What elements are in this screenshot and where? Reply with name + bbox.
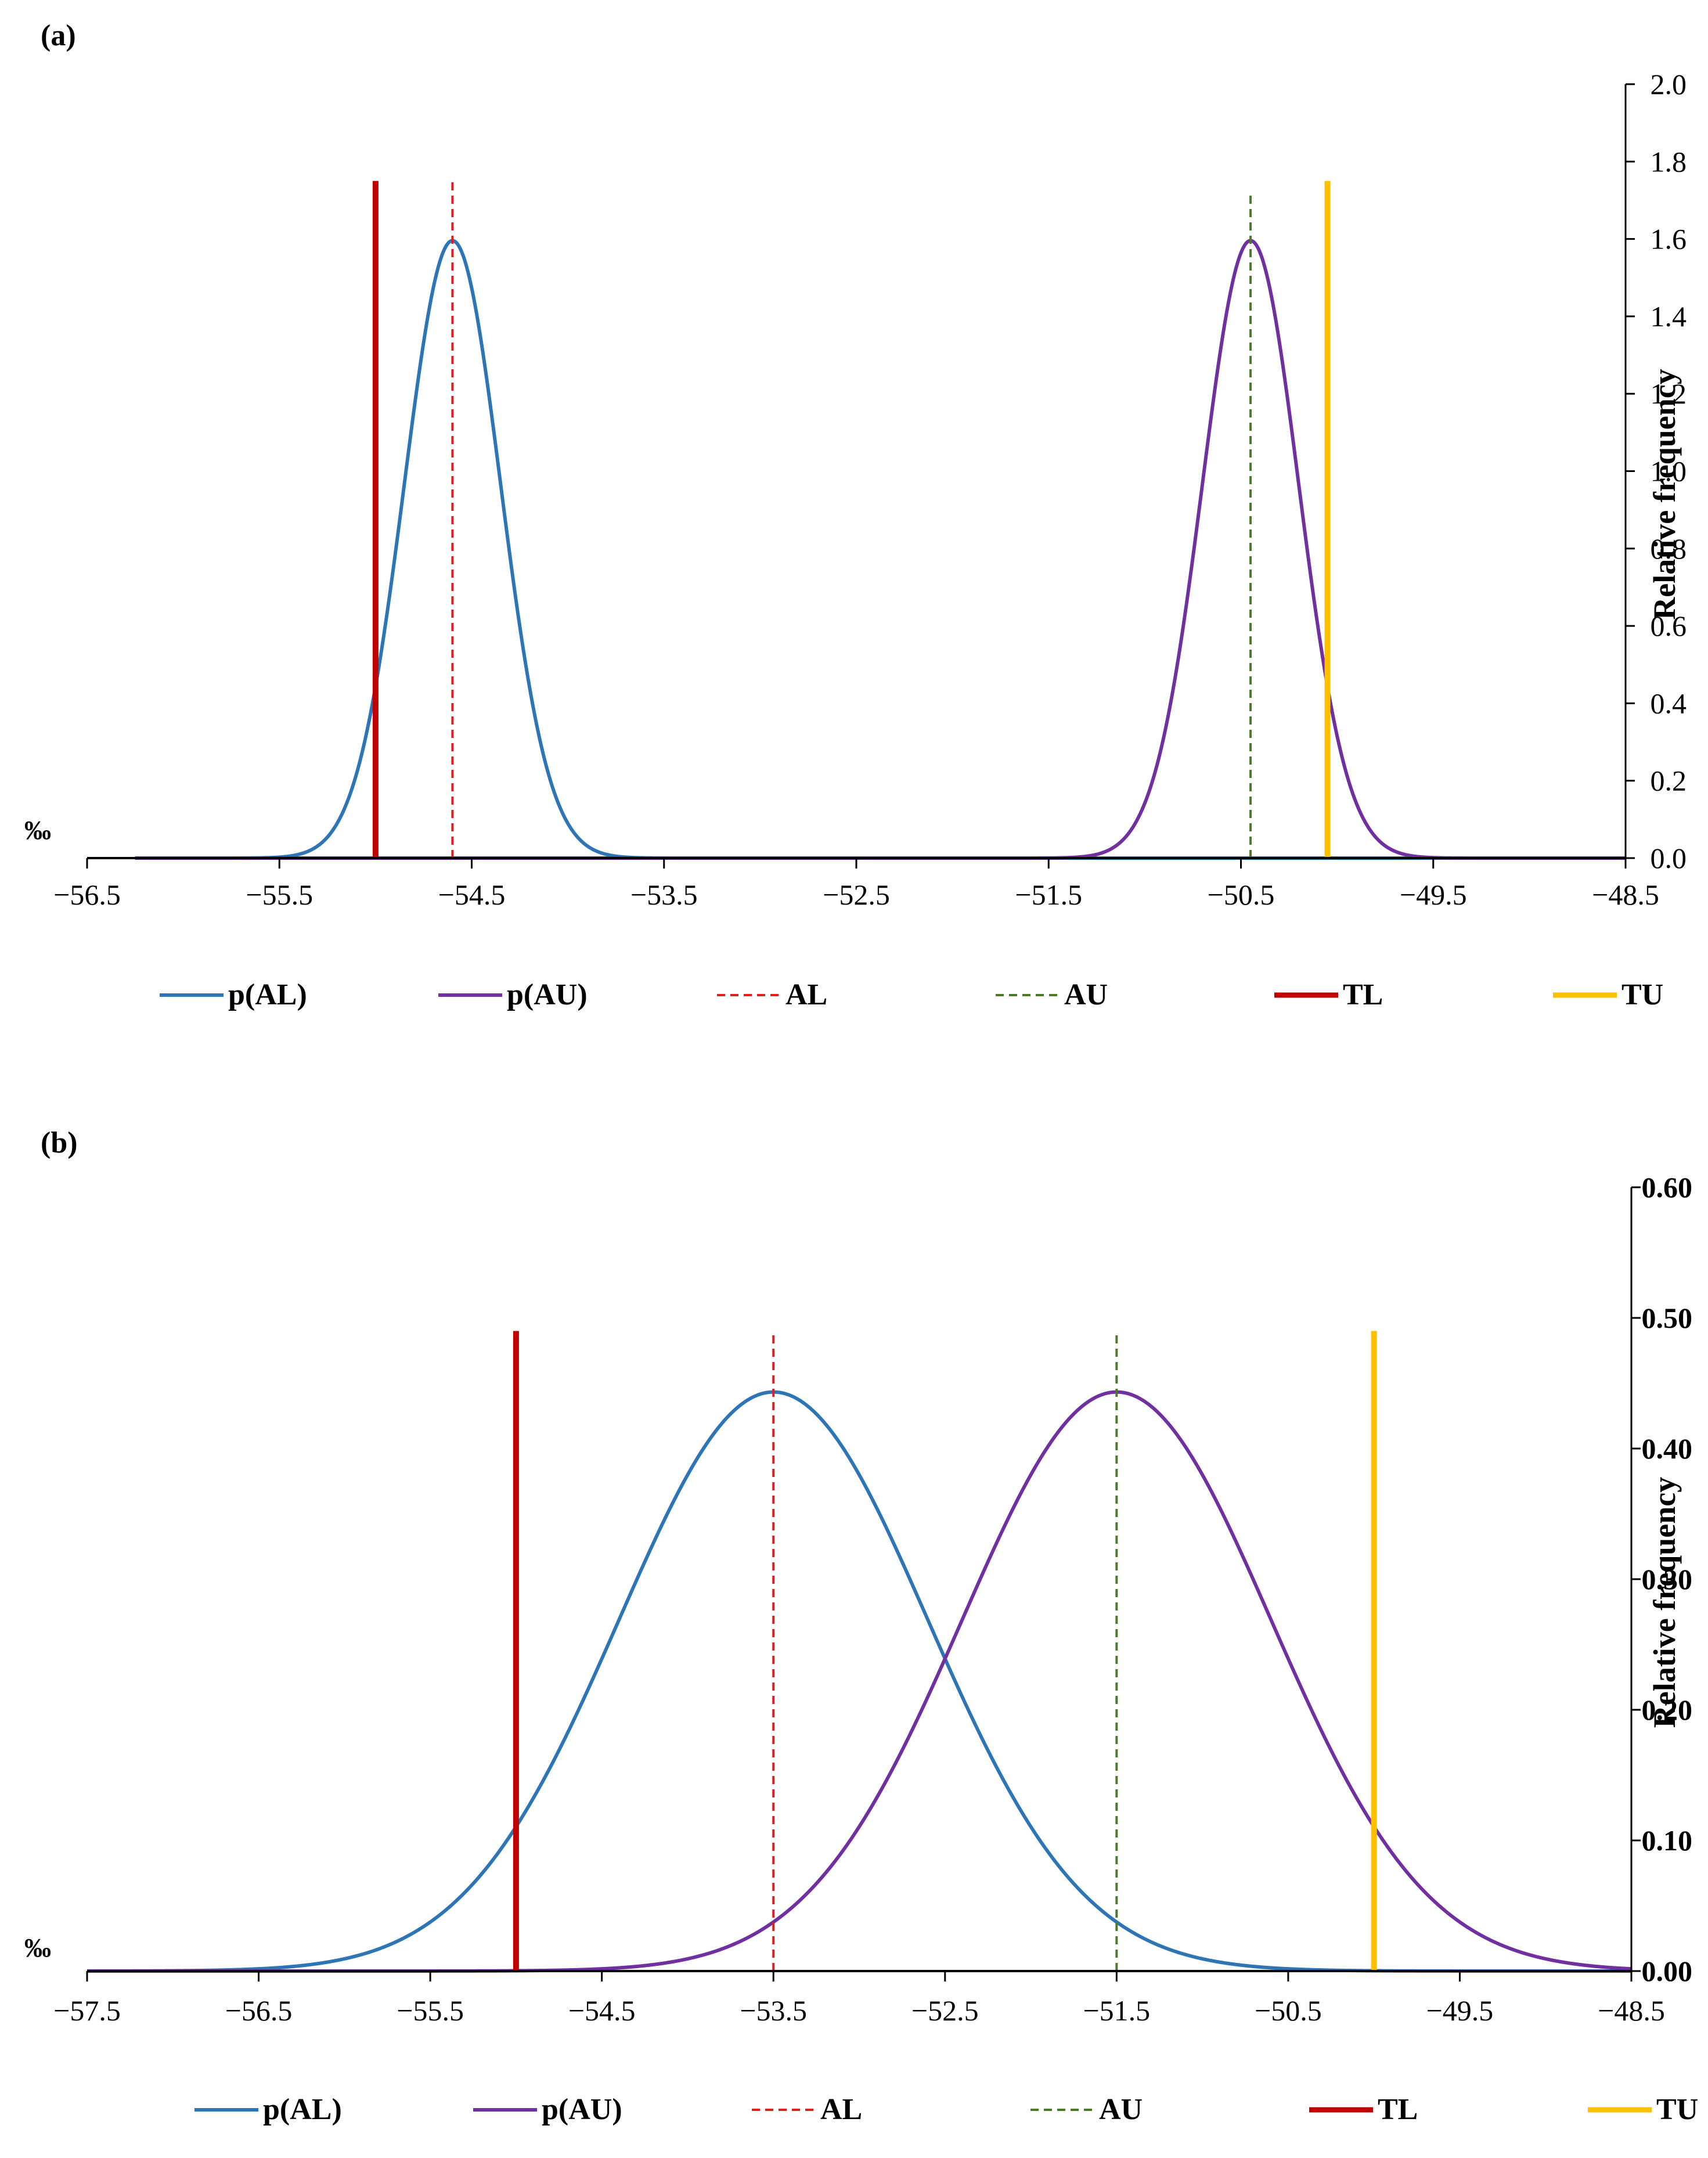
y-tick-label: 0.60 xyxy=(1642,1171,1693,1204)
legend-label-al: AL xyxy=(820,2093,862,2126)
legend-label-pal: p(AL) xyxy=(228,978,307,1011)
x-tick-label: −56.5 xyxy=(225,1994,293,2027)
y-axis-label: Relative frequency xyxy=(1647,369,1682,619)
legend-label-tl: TL xyxy=(1378,2093,1418,2126)
series-line-pau xyxy=(87,1390,1632,1973)
y-tick-label: 0.30 xyxy=(1642,1563,1693,1595)
x-tick-label: −52.5 xyxy=(911,1994,979,2027)
y-axis-label: Relative frequency xyxy=(1647,1477,1682,1728)
x-tick-label: −49.5 xyxy=(1400,878,1467,911)
x-tick-label: −53.5 xyxy=(630,878,698,911)
legend-label-pau: p(AU) xyxy=(507,978,588,1011)
y-tick-label: 0.40 xyxy=(1642,1432,1693,1465)
x-tick-label: −54.5 xyxy=(568,1994,636,2027)
legend-label-tu: TU xyxy=(1656,2093,1698,2126)
legend-label-pau: p(AU) xyxy=(542,2093,622,2126)
y-tick-label: 0.6 xyxy=(1651,610,1687,642)
y-tick-label: 1.8 xyxy=(1651,145,1687,178)
x-tick-label: −50.5 xyxy=(1208,878,1275,911)
legend-label-al: AL xyxy=(785,978,827,1011)
y-tick-label: 0.50 xyxy=(1642,1302,1693,1334)
y-tick-label: 1.0 xyxy=(1651,455,1687,488)
x-tick-label: −50.5 xyxy=(1255,1994,1322,2027)
x-tick-label: −55.5 xyxy=(397,1994,464,2027)
x-tick-label: −52.5 xyxy=(823,878,890,911)
y-tick-label: 1.6 xyxy=(1651,223,1687,255)
x-unit-label: ‰ xyxy=(24,1933,51,1962)
x-tick-label: −51.5 xyxy=(1083,1994,1150,2027)
x-tick-label: −51.5 xyxy=(1015,878,1082,911)
x-tick-label: −48.5 xyxy=(1598,1994,1665,2027)
x-tick-label: −55.5 xyxy=(246,878,313,911)
legend-label-pal: p(AL) xyxy=(263,2093,342,2126)
y-tick-label: 1.4 xyxy=(1651,300,1687,333)
y-tick-label: 0.4 xyxy=(1651,687,1687,719)
y-tick-label: 0.00 xyxy=(1642,1955,1693,1987)
panel-label: (a) xyxy=(41,19,76,52)
legend-label-au: AU xyxy=(1099,2093,1143,2126)
y-tick-label: 0.8 xyxy=(1651,532,1687,565)
y-tick-label: 0.2 xyxy=(1651,765,1687,797)
series-line-pal xyxy=(135,239,1626,860)
series-line-pal xyxy=(87,1390,1632,1973)
chart-panel-a: (a) −56.5 −55.5 −54.5 −53.5 −52.5 −51.5 −50.5 −4… xyxy=(24,19,1687,1011)
x-tick-label: −48.5 xyxy=(1592,878,1659,911)
x-tick-label: −56.5 xyxy=(53,878,121,911)
y-tick-label: 1.2 xyxy=(1651,377,1687,410)
x-unit-label: ‰ xyxy=(24,815,51,845)
legend-label-tl: TL xyxy=(1343,978,1383,1011)
legend-label-tu: TU xyxy=(1621,978,1663,1011)
y-tick-label: 2.0 xyxy=(1651,68,1687,100)
panel-label: (b) xyxy=(41,1126,78,1159)
x-tick-label: −54.5 xyxy=(438,878,506,911)
y-tick-label: 0.0 xyxy=(1651,842,1687,874)
y-tick-label: 0.10 xyxy=(1642,1824,1693,1857)
y-tick-label: 0.20 xyxy=(1642,1694,1693,1726)
legend-label-au: AU xyxy=(1064,978,1108,1011)
chart-panel-b: (b) −57.5 −56.5 −55.5 −54.5 −53.5 −52.5 −51.5 −5… xyxy=(24,1126,1698,2126)
x-tick-label: −57.5 xyxy=(53,1994,121,2027)
x-tick-label: −53.5 xyxy=(740,1994,807,2027)
x-tick-label: −49.5 xyxy=(1426,1994,1494,2027)
